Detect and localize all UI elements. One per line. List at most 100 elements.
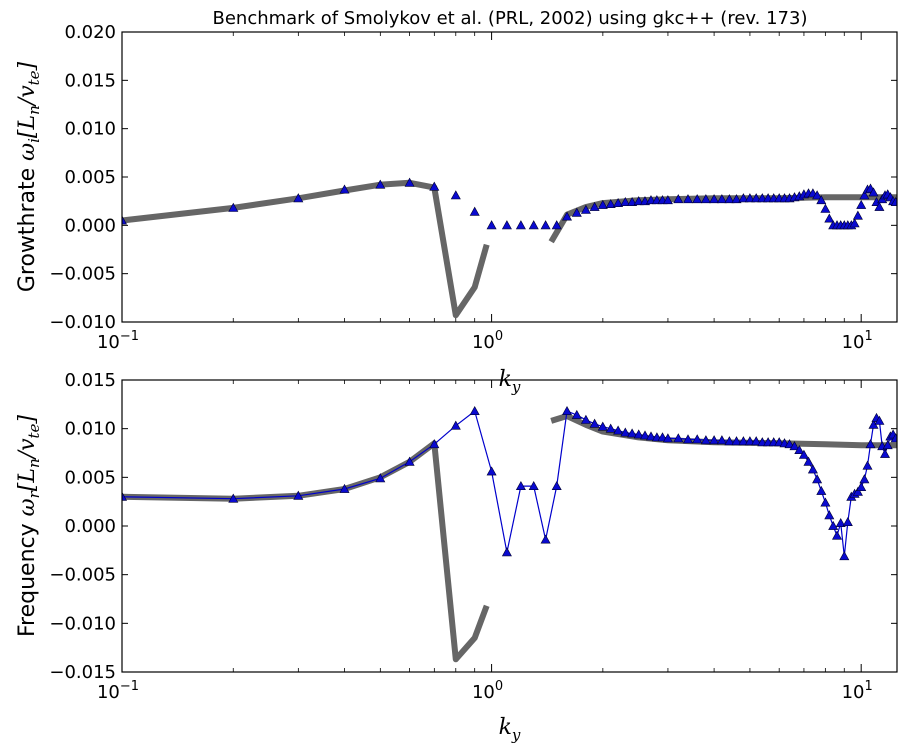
data-point-marker: [673, 194, 684, 204]
data-point-marker: [842, 516, 853, 527]
data-point-marker: [228, 202, 239, 212]
data-point-marker: [605, 198, 616, 208]
data-point-marker: [571, 207, 582, 217]
data-point-marker: [692, 194, 703, 204]
data-point-marker: [633, 196, 644, 206]
data-point-marker: [571, 409, 582, 419]
data-point-marker: [597, 421, 608, 431]
data-point-marker: [731, 436, 742, 446]
data-point-marker: [613, 197, 624, 207]
data-point-marker: [882, 440, 893, 450]
data-point-marker: [738, 193, 749, 203]
data-point-marker: [580, 204, 591, 214]
data-point-marker: [816, 485, 827, 495]
simulation-series: [122, 177, 897, 230]
data-point-marker: [429, 439, 440, 449]
data-point-marker: [784, 439, 795, 449]
data-point-marker: [561, 405, 573, 416]
data-point-marker: [812, 474, 823, 484]
data-point-marker: [620, 427, 631, 437]
data-point-marker: [375, 179, 386, 189]
data-point-marker: [627, 428, 638, 438]
data-point-marker: [551, 220, 562, 230]
data-point-marker: [662, 195, 673, 205]
data-point-marker: [824, 213, 835, 223]
data-point-marker: [682, 194, 694, 204]
y-tick-label: 0.005: [64, 467, 116, 488]
y-tick-label: −0.015: [49, 662, 116, 683]
data-point-marker: [816, 195, 827, 205]
data-point-marker: [597, 199, 608, 209]
data-point-marker: [682, 434, 694, 444]
data-point-marker: [429, 181, 440, 191]
figure-title: Benchmark of Smolykov et al. (PRL, 2002)…: [212, 8, 807, 29]
data-point-marker: [839, 551, 850, 561]
data-point-marker: [540, 534, 551, 544]
x-axis-label: ky: [499, 715, 521, 744]
data-point-marker: [716, 194, 727, 204]
data-point-marker: [798, 449, 809, 459]
reference-curve-segment: [122, 440, 490, 663]
data-point-marker: [293, 490, 304, 500]
data-point-marker: [501, 547, 512, 557]
data-point-marker: [812, 190, 823, 200]
data-point-marker: [589, 418, 600, 428]
reference-curve: [122, 179, 897, 319]
data-point-marker: [633, 429, 644, 439]
data-point-marker: [751, 436, 762, 446]
data-point-marker: [450, 420, 461, 430]
data-point-marker: [856, 199, 867, 209]
data-point-marker: [515, 480, 526, 491]
data-point-marker: [551, 480, 562, 491]
data-point-marker: [807, 464, 818, 474]
data-point-marker: [620, 196, 631, 206]
y-tick-label: 0.000: [64, 215, 116, 236]
data-point-marker: [561, 211, 573, 221]
data-point-marker: [724, 436, 735, 446]
data-point-marker: [605, 423, 616, 433]
y-axis-label: Growthrate ωi[Ln/vte]: [15, 61, 43, 292]
x-tick-label: 10−1: [97, 679, 139, 703]
data-point-marker: [692, 434, 703, 444]
y-tick-label: 0.005: [64, 167, 116, 188]
data-point-marker: [716, 435, 727, 445]
simulation-series: [122, 405, 897, 561]
data-point-marker: [627, 196, 638, 206]
data-point-marker: [404, 177, 415, 187]
data-point-marker: [469, 206, 480, 216]
data-point-marker: [662, 433, 673, 443]
data-point-marker: [849, 218, 860, 228]
x-tick-label: 100: [472, 329, 503, 353]
data-point-marker: [865, 439, 876, 449]
data-point-marker: [700, 194, 711, 204]
x-tick-label: 101: [842, 329, 873, 353]
data-point-marker: [794, 444, 805, 455]
data-point-marker: [540, 220, 551, 230]
data-point-marker: [528, 220, 539, 230]
data-point-marker: [868, 187, 879, 197]
data-point-marker: [450, 190, 461, 200]
data-point-marker: [828, 520, 839, 530]
y-tick-label: 0.010: [64, 119, 116, 140]
y-tick-label: 0.000: [64, 516, 116, 537]
data-point-marker: [709, 194, 720, 204]
data-point-marker: [645, 431, 657, 441]
data-point-marker: [339, 483, 350, 493]
data-point-marker: [486, 220, 497, 230]
y-tick-label: 0.010: [64, 419, 116, 440]
y-tick-label: −0.010: [49, 613, 116, 634]
data-point-marker: [890, 196, 897, 206]
data-point-marker: [469, 405, 480, 416]
data-point-marker: [709, 435, 720, 445]
data-point-marker: [589, 201, 600, 211]
data-point-marker: [731, 194, 742, 204]
data-point-marker: [744, 436, 755, 446]
x-tick-label: 101: [842, 679, 873, 703]
data-point-marker: [375, 473, 386, 483]
data-point-marker: [486, 466, 497, 476]
data-point-marker: [724, 194, 735, 204]
data-point-marker: [751, 193, 762, 203]
data-point-marker: [404, 456, 415, 466]
data-point-marker: [879, 448, 891, 458]
